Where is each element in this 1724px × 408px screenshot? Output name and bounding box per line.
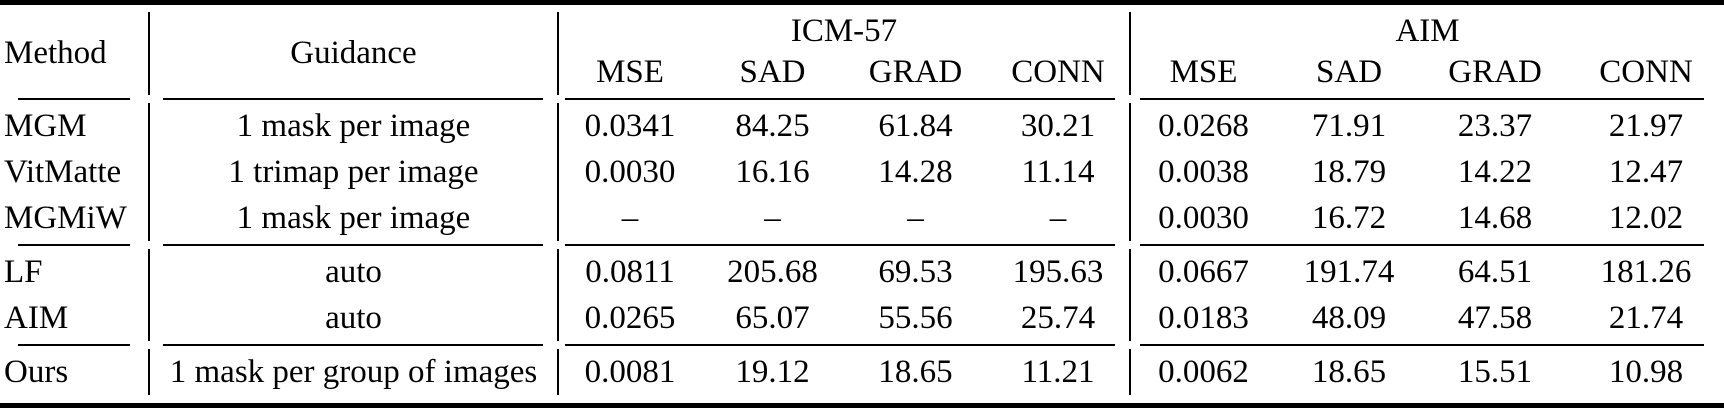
metric-cell: 12.47	[1608, 153, 1684, 190]
rule-segment	[1140, 244, 1705, 246]
results-table: Method Guidance ICM-57 AIM MSE SAD GRAD …	[0, 12, 1724, 395]
header-aim-grad: GRAD	[1448, 54, 1542, 90]
rule-segment	[1140, 344, 1705, 346]
table-row-lf: LF auto 0.0811 205.68 69.53 195.63 0.066…	[0, 249, 1724, 295]
header-icm57-sad: SAD	[739, 54, 806, 90]
header-icm57-conn: CONN	[1011, 54, 1105, 90]
method-cell: MGM	[4, 107, 87, 144]
table-row-aim: AIM auto 0.0265 65.07 55.56 25.74 0.0183…	[0, 295, 1724, 341]
table-row-ours: Ours 1 mask per group of images 0.0081 1…	[0, 349, 1724, 395]
metric-cell: 0.0081	[557, 349, 701, 395]
metric-cell: 18.65	[878, 353, 953, 390]
header-aim-mse: MSE	[1129, 50, 1277, 95]
metric-cell: –	[907, 199, 924, 236]
header-icm57-mse: MSE	[557, 50, 701, 95]
metric-cell: 0.0667	[1129, 249, 1277, 295]
table-row-mgm: MGM 1 mask per image 0.0341 84.25 61.84 …	[0, 103, 1724, 149]
rule-segment	[18, 344, 130, 346]
guidance-cell: 1 trimap per image	[148, 149, 558, 195]
rule-segment	[565, 244, 1116, 246]
guidance-cell: 1 mask per group of images	[148, 349, 558, 395]
metric-cell: 11.21	[1021, 353, 1095, 390]
header-icm57-grad: GRAD	[868, 54, 963, 90]
metric-cell: 15.51	[1457, 353, 1533, 390]
metric-cell: 84.25	[735, 107, 810, 144]
metric-cell: 65.07	[735, 299, 810, 336]
table-row-vitmatte: VitMatte 1 trimap per image 0.0030 16.16…	[0, 149, 1724, 195]
metric-cell: 55.56	[878, 299, 953, 336]
metric-cell: 16.72	[1311, 199, 1387, 236]
guidance-cell: auto	[148, 295, 558, 341]
metric-cell: –	[557, 195, 701, 241]
metric-cell: 0.0341	[557, 103, 701, 149]
rule-segment	[18, 244, 130, 246]
metric-cell: 195.63	[1012, 253, 1104, 290]
metric-cell: 0.0268	[1129, 103, 1277, 149]
metric-cell: 0.0183	[1129, 295, 1277, 341]
method-cell: Ours	[4, 353, 69, 390]
metric-cell: 18.65	[1311, 353, 1387, 390]
metric-cell: 16.16	[735, 153, 810, 190]
metric-cell: 0.0265	[557, 295, 701, 341]
metric-cell: 191.74	[1303, 253, 1395, 290]
metric-cell: 11.14	[1021, 153, 1095, 190]
group-separator-rule	[0, 341, 1724, 349]
metric-cell: 10.98	[1608, 353, 1684, 390]
metric-cell: 25.74	[1020, 299, 1096, 336]
rule-segment	[163, 98, 543, 100]
metric-cell: 21.97	[1608, 107, 1684, 144]
metric-cell: 0.0062	[1129, 349, 1277, 395]
metric-cell: 14.68	[1457, 199, 1533, 236]
metric-cell: –	[764, 199, 781, 236]
metric-cell: 19.12	[735, 353, 810, 390]
metric-cell: 181.26	[1600, 253, 1692, 290]
metric-cell: 205.68	[727, 253, 818, 290]
metric-cell: 0.0030	[1129, 195, 1277, 241]
metric-cell: 64.51	[1457, 253, 1533, 290]
rule-segment	[565, 344, 1116, 346]
rule-segment	[1140, 98, 1705, 100]
rule-segment	[18, 98, 130, 100]
header-guidance: Guidance	[148, 12, 558, 95]
header-aim-sad: SAD	[1316, 54, 1383, 90]
metric-cell: 14.28	[878, 153, 953, 190]
metric-cell: 30.21	[1020, 107, 1096, 144]
method-cell: VitMatte	[4, 153, 122, 190]
header-separator-rule	[0, 95, 1724, 103]
rule-segment	[163, 244, 543, 246]
metric-cell: 0.0038	[1129, 149, 1277, 195]
metric-cell: 48.09	[1311, 299, 1387, 336]
metric-cell: 47.58	[1457, 299, 1533, 336]
metric-cell: 61.84	[878, 107, 953, 144]
metric-cell: 69.53	[878, 253, 953, 290]
method-cell: AIM	[4, 299, 69, 336]
method-cell: LF	[4, 253, 43, 290]
metric-cell: 23.37	[1457, 107, 1533, 144]
guidance-cell: auto	[148, 249, 558, 295]
metric-cell: 21.74	[1608, 299, 1684, 336]
metric-cell: 12.02	[1608, 199, 1684, 236]
guidance-cell: 1 mask per image	[148, 195, 558, 241]
metric-cell: 0.0030	[557, 149, 701, 195]
metric-cell: 71.91	[1311, 107, 1387, 144]
group-separator-rule	[0, 241, 1724, 249]
table-row-mgmiw: MGMiW 1 mask per image – – – – 0.0030 16…	[0, 195, 1724, 241]
metric-cell: 0.0811	[557, 249, 701, 295]
guidance-cell: 1 mask per image	[148, 103, 558, 149]
method-cell: MGMiW	[4, 199, 127, 236]
rule-segment	[565, 98, 1116, 100]
header-method: Method	[4, 35, 107, 71]
metric-cell: 14.22	[1457, 153, 1533, 190]
metric-cell: –	[1049, 199, 1067, 236]
header-aim-conn: CONN	[1599, 54, 1693, 90]
rule-segment	[163, 344, 543, 346]
metric-cell: 18.79	[1311, 153, 1387, 190]
header-group-icm57: ICM-57	[556, 12, 1131, 50]
header-group-aim: AIM	[1129, 12, 1724, 50]
